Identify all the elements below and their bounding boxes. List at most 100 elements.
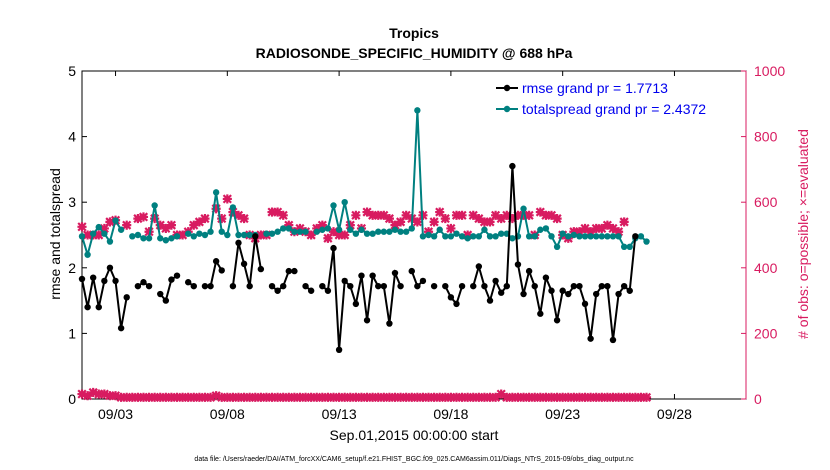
rmse-point bbox=[414, 282, 421, 290]
obs-evaluated-point bbox=[323, 392, 333, 402]
rmse-point bbox=[497, 289, 505, 296]
obs-evaluated-point bbox=[412, 392, 422, 402]
rmse-point bbox=[525, 267, 533, 275]
rmse-line bbox=[444, 285, 464, 306]
obs-evaluated-point bbox=[200, 392, 210, 402]
obs-evaluated-point bbox=[295, 392, 305, 402]
rmse-point bbox=[565, 290, 572, 298]
totalspread-point bbox=[324, 225, 332, 232]
rmse-point bbox=[553, 317, 561, 324]
obs-possible-point bbox=[150, 214, 160, 224]
rmse-point bbox=[257, 265, 265, 273]
obs-possible-point bbox=[144, 227, 154, 237]
totalspread-point bbox=[319, 226, 326, 233]
obs-possible-point bbox=[602, 220, 612, 230]
totalspread-point bbox=[89, 230, 97, 237]
obs-evaluated-point bbox=[563, 392, 573, 402]
obs-evaluated-point bbox=[166, 392, 177, 402]
rmse-point bbox=[492, 277, 499, 285]
obs-evaluated-point bbox=[368, 392, 378, 402]
obs-evaluated-point bbox=[457, 392, 467, 402]
rmse-point bbox=[598, 282, 605, 290]
obs-possible-point bbox=[440, 214, 450, 224]
totalspread-point bbox=[458, 233, 466, 240]
y-axis-right-label: # of obs: o=possible; ×=evaluated bbox=[795, 129, 811, 339]
obs-evaluated-point bbox=[440, 392, 450, 402]
obs-evaluated-point bbox=[356, 392, 367, 402]
x-tick-label: 09/23 bbox=[545, 406, 580, 422]
obs-evaluated-point bbox=[161, 392, 171, 402]
obs-evaluated-point bbox=[233, 392, 244, 402]
obs-possible-point bbox=[569, 227, 579, 237]
obs-possible-point bbox=[502, 210, 512, 220]
obs-evaluated-point bbox=[574, 392, 585, 402]
legend-spread-label: totalspread grand pr = 2.4372 bbox=[522, 101, 706, 117]
obs-evaluated-point bbox=[569, 392, 579, 402]
y-right-tick-label: 400 bbox=[754, 260, 778, 276]
rmse-point bbox=[280, 282, 287, 290]
rmse-point bbox=[302, 282, 309, 290]
obs-evaluated-point bbox=[328, 392, 339, 402]
rmse-point bbox=[112, 277, 119, 285]
obs-possible-point bbox=[396, 217, 406, 227]
rmse-point bbox=[218, 267, 225, 274]
totalspread-point bbox=[280, 225, 287, 232]
totalspread-point bbox=[291, 228, 298, 235]
totalspread-point bbox=[285, 225, 293, 232]
obs-possible-point bbox=[295, 223, 305, 234]
y-left-tick-label: 2 bbox=[68, 260, 76, 276]
rmse-point bbox=[509, 162, 516, 170]
obs-evaluated-point bbox=[172, 392, 182, 402]
totalspread-point bbox=[101, 230, 108, 237]
totalspread-point bbox=[453, 230, 460, 237]
obs-evaluated-point bbox=[390, 392, 400, 402]
obs-possible-point bbox=[340, 230, 350, 240]
obs-possible-point bbox=[384, 214, 394, 224]
rmse-point bbox=[246, 282, 253, 290]
y-left-tick-label: 4 bbox=[68, 129, 76, 145]
obs-possible-point bbox=[77, 222, 87, 232]
data-file-footnote: data file: /Users/raeder/DAI/ATM_forcXX/… bbox=[194, 456, 634, 463]
obs-evaluated-point bbox=[541, 392, 551, 402]
totalspread-point bbox=[184, 230, 192, 237]
rmse-line bbox=[205, 258, 223, 288]
totalspread-point bbox=[352, 230, 360, 237]
obs-possible-point bbox=[178, 230, 188, 240]
totalspread-point bbox=[196, 230, 203, 237]
rmse-point bbox=[375, 282, 382, 290]
totalspread-point bbox=[218, 228, 225, 235]
obs-possible-point bbox=[189, 220, 199, 230]
x-tick-label: 09/03 bbox=[98, 406, 133, 422]
obs-possible-point bbox=[401, 210, 411, 220]
obs-possible-point bbox=[155, 220, 165, 230]
obs-possible-point bbox=[222, 194, 232, 204]
totalspread-point bbox=[207, 228, 214, 235]
obs-evaluated-point bbox=[133, 392, 143, 402]
rmse-point bbox=[604, 282, 611, 290]
rmse-point bbox=[229, 282, 237, 290]
obs-evaluated-point bbox=[340, 392, 350, 402]
obs-evaluated-point bbox=[608, 392, 618, 402]
rmse-point bbox=[380, 282, 388, 290]
totalspread-point bbox=[380, 228, 388, 235]
rmse-point bbox=[95, 303, 102, 311]
totalspread-point bbox=[565, 233, 572, 240]
obs-possible-point bbox=[451, 210, 462, 220]
rmse-point bbox=[531, 282, 538, 290]
rmse-point bbox=[453, 300, 460, 308]
rmse-point bbox=[609, 336, 617, 344]
obs-possible-point bbox=[166, 220, 177, 230]
rmse-point bbox=[324, 287, 332, 294]
rmse-point bbox=[587, 335, 594, 342]
obs-possible-point bbox=[133, 214, 143, 224]
obs-evaluated-point bbox=[189, 392, 199, 402]
rmse-point bbox=[548, 287, 555, 294]
totalspread-point bbox=[402, 228, 410, 235]
obs-evaluated-point bbox=[116, 392, 126, 402]
obs-possible-point bbox=[312, 223, 322, 234]
y-left-tick-label: 5 bbox=[68, 63, 76, 79]
obs-possible-point bbox=[379, 210, 389, 220]
totalspread-point bbox=[620, 243, 628, 251]
obs-evaluated-point bbox=[155, 392, 165, 402]
rmse-point bbox=[559, 287, 566, 294]
